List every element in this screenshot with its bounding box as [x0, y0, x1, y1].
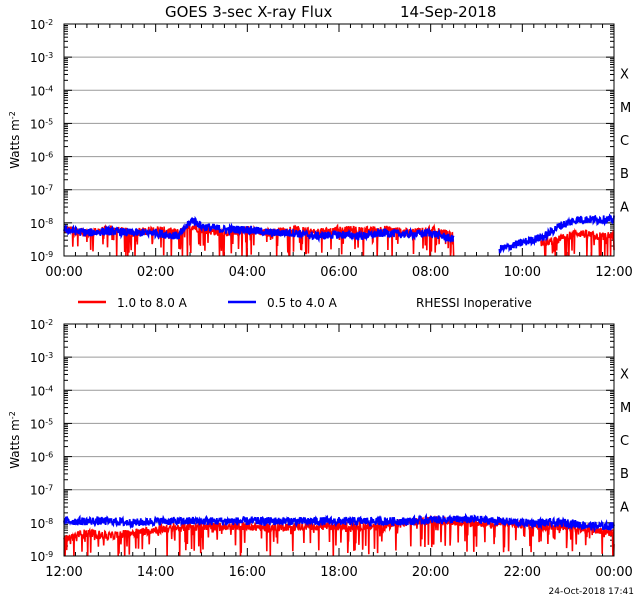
legend: 1.0 to 8.0 A 0.5 to 4.0 A RHESSI Inopera…	[78, 296, 532, 310]
bottom-panel-flare-class-labels: X M C B A	[620, 368, 631, 516]
title-text: GOES 3-sec X-ray Flux	[165, 3, 332, 21]
x-tick-label: 00:00	[595, 565, 632, 580]
top-panel: 10-2 10-3 10-4 10-5 10-6 10-7 10-8 10-9 00:00 02…	[8, 18, 633, 281]
flare-class-label: A	[620, 200, 629, 215]
flare-class-label: A	[620, 500, 629, 515]
bottom-panel-series	[63, 512, 615, 557]
flare-class-label: C	[620, 134, 629, 149]
y-tick-label: 10-4	[30, 84, 53, 99]
title-date: 14-Sep-2018	[400, 3, 496, 21]
y-tick-label: 10-5	[30, 117, 53, 132]
bottom-panel: 10-2 10-3 10-4 10-5 10-6 10-7 10-8 10-9 12:00 14…	[8, 318, 633, 581]
bottom-panel-frame	[63, 323, 615, 557]
top-panel-grid	[63, 24, 615, 257]
top-panel-y-tick-labels: 10-2 10-3 10-4 10-5 10-6 10-7 10-8 10-9	[30, 18, 53, 265]
series-line-05to4	[498, 213, 615, 254]
x-tick-label: 08:00	[412, 265, 449, 280]
top-panel-series	[63, 213, 615, 257]
x-tick-label: 16:00	[229, 565, 266, 580]
y-tick-label: 10-9	[30, 250, 53, 265]
flare-class-label: M	[620, 101, 631, 116]
y-tick-label: 10-6	[30, 150, 53, 165]
flare-class-label: M	[620, 401, 631, 416]
x-tick-label: 14:00	[137, 565, 174, 580]
x-tick-label: 22:00	[504, 565, 541, 580]
bottom-panel-y-axis-label: Watts m-2	[8, 411, 23, 469]
x-tick-label: 12:00	[595, 265, 632, 280]
x-tick-label: 20:00	[412, 565, 449, 580]
flare-class-label: B	[620, 167, 629, 182]
flare-class-label: C	[620, 434, 629, 449]
flare-class-label: B	[620, 467, 629, 482]
flare-class-label: X	[620, 68, 629, 83]
series-line-1to8	[540, 227, 615, 257]
y-tick-label: 10-7	[30, 183, 53, 198]
bottom-panel-y-tick-labels: 10-2 10-3 10-4 10-5 10-6 10-7 10-8 10-9	[30, 318, 53, 565]
y-tick-label: 10-3	[30, 351, 53, 366]
y-tick-label: 10-7	[30, 483, 53, 498]
y-tick-label: 10-8	[30, 216, 53, 231]
y-tick-label: 10-5	[30, 417, 53, 432]
y-tick-label: 10-3	[30, 51, 53, 65]
x-tick-label: 10:00	[504, 265, 541, 280]
chart-title: GOES 3-sec X-ray Flux 14-Sep-2018	[165, 3, 496, 21]
x-tick-label: 12:00	[45, 565, 82, 580]
top-panel-x-tick-labels: 00:00 02:00 04:00 06:00 08:00 10:00 12:00	[45, 265, 632, 280]
x-tick-label: 06:00	[320, 265, 357, 280]
legend-label-red: 1.0 to 8.0 A	[117, 296, 188, 310]
bottom-panel-x-tick-labels: 12:00 14:00 16:00 18:00 20:00 22:00 00:00	[45, 565, 632, 580]
series-line-05to4	[63, 215, 455, 244]
bottom-panel-grid	[63, 324, 615, 557]
footer-timestamp: 24-Oct-2018 17:41	[549, 587, 634, 597]
legend-label-blue: 0.5 to 4.0 A	[267, 296, 338, 310]
y-tick-label: 10-8	[30, 516, 53, 531]
x-tick-label: 18:00	[320, 565, 357, 580]
x-tick-label: 04:00	[229, 265, 266, 280]
y-tick-label: 10-2	[30, 18, 53, 33]
y-tick-label: 10-9	[30, 550, 53, 565]
x-tick-label: 02:00	[137, 265, 174, 280]
y-tick-label: 10-4	[30, 384, 53, 399]
flare-class-label: X	[620, 368, 629, 383]
legend-note: RHESSI Inoperative	[416, 296, 532, 310]
y-tick-label: 10-2	[30, 318, 53, 333]
x-tick-label: 00:00	[45, 265, 82, 280]
series-line-05to4	[63, 512, 615, 533]
top-panel-frame	[63, 23, 615, 257]
y-tick-label: 10-6	[30, 450, 53, 465]
top-panel-flare-class-labels: X M C B A	[620, 68, 631, 216]
top-panel-y-axis-label: Watts m-2	[8, 111, 23, 169]
